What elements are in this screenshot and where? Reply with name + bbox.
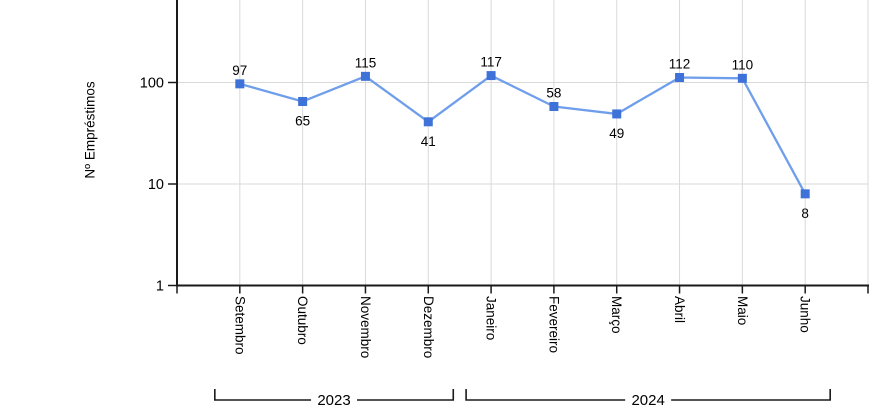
data-point-marker xyxy=(235,79,245,89)
x-tick-label: Março xyxy=(609,296,624,334)
data-point-label: 117 xyxy=(480,55,502,70)
data-point-label: 65 xyxy=(295,113,310,128)
data-point-label: 110 xyxy=(732,57,754,72)
y-axis-title: Nº Empréstimos xyxy=(83,81,98,178)
data-point-marker xyxy=(675,73,685,83)
x-tick-label: Novembro xyxy=(358,296,373,358)
x-tick-label: Maio xyxy=(735,296,750,325)
data-point-marker xyxy=(800,189,810,199)
data-point-label: 97 xyxy=(232,63,247,78)
year-bracket-label: 2024 xyxy=(631,392,664,409)
data-point-label: 115 xyxy=(355,55,377,70)
year-bracket xyxy=(465,389,831,401)
data-point-marker xyxy=(486,71,496,81)
y-tick-label: 1 xyxy=(156,278,164,294)
year-bracket xyxy=(214,389,455,401)
data-point-label: 58 xyxy=(546,86,561,101)
data-point-marker xyxy=(423,117,433,127)
grid-layer xyxy=(177,0,869,286)
data-point-marker xyxy=(737,73,747,83)
series-layer xyxy=(235,71,810,199)
x-tick-label: Fevereiro xyxy=(546,296,561,353)
year-bracket-label: 2023 xyxy=(317,392,350,409)
series-line xyxy=(238,74,807,195)
data-point-marker xyxy=(360,71,370,81)
x-tick-label: Janeiro xyxy=(484,296,499,340)
data-point-marker xyxy=(612,109,622,119)
x-tick-label: Abril xyxy=(672,296,687,323)
x-tick-label: Dezembro xyxy=(421,296,436,358)
data-point-marker xyxy=(298,96,308,106)
data-point-label: 49 xyxy=(609,126,624,141)
x-tick-label: Setembro xyxy=(232,296,247,355)
data-point-marker xyxy=(549,102,559,112)
data-point-label: 112 xyxy=(669,57,691,72)
data-point-label: 41 xyxy=(421,134,436,149)
x-tick-label: Outubro xyxy=(295,296,310,345)
axis-layer xyxy=(168,0,869,294)
data-point-label: 8 xyxy=(801,206,809,221)
x-tick-label: Junho xyxy=(798,296,813,333)
y-tick-label: 10 xyxy=(148,177,164,193)
y-tick-label: 100 xyxy=(140,75,164,91)
year-bracket-layer: 2023 2024 xyxy=(214,389,831,409)
